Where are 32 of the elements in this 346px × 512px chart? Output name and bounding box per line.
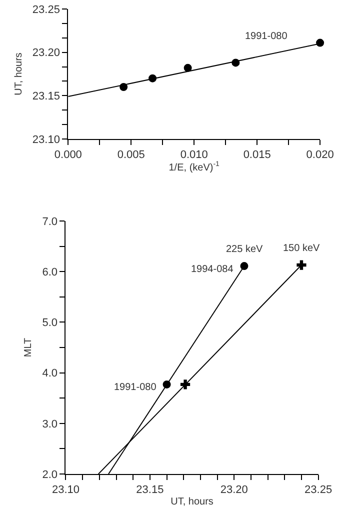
x-tick-label: 23.25 xyxy=(304,484,332,496)
annotation: 1991-080 xyxy=(245,31,288,42)
x-tick-label: 0.000 xyxy=(54,149,82,162)
x-axis-title: UT, hours xyxy=(170,496,214,508)
y-tick-label: 4.0 xyxy=(42,368,58,380)
series-label: 150 keV xyxy=(283,243,320,254)
y-tick-label: 5.0 xyxy=(42,317,58,330)
annotation: 1994-084 xyxy=(191,264,234,275)
point xyxy=(240,262,248,270)
y-tick-label: 23.10 xyxy=(32,134,60,146)
x-tick-label: 0.005 xyxy=(117,149,145,162)
x-tick-label: 0.015 xyxy=(243,149,271,162)
x-tick-label: 0.010 xyxy=(180,149,208,162)
y-axis-title: UT, hours xyxy=(13,52,24,96)
point xyxy=(184,64,192,72)
y-tick-label: 3.0 xyxy=(42,418,58,430)
y-tick-label: 23.20 xyxy=(32,47,60,60)
y-tick-label: 23.15 xyxy=(32,90,60,103)
y-tick-label: 2.0 xyxy=(42,468,58,481)
y-axis-title: MLT xyxy=(23,338,34,358)
x-tick-label: 23.10 xyxy=(52,484,80,496)
x-tick-label: 23.20 xyxy=(220,484,248,496)
y-tick-label: 7.0 xyxy=(42,216,58,228)
point xyxy=(316,38,324,47)
y-tick-label: 23.25 xyxy=(32,4,60,16)
point xyxy=(296,260,306,270)
x-axis-title: 1/E, (keV)$^{-1}$ xyxy=(168,161,220,174)
x-tick-label: 23.15 xyxy=(136,484,164,496)
y-tick-label: 6.0 xyxy=(42,266,58,278)
x-tick-label: 0.020 xyxy=(306,149,334,162)
annotation: 1991-080 xyxy=(114,382,157,393)
series-label: 225 keV xyxy=(226,244,264,255)
